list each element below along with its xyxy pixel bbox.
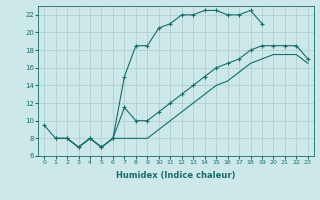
X-axis label: Humidex (Indice chaleur): Humidex (Indice chaleur) — [116, 171, 236, 180]
